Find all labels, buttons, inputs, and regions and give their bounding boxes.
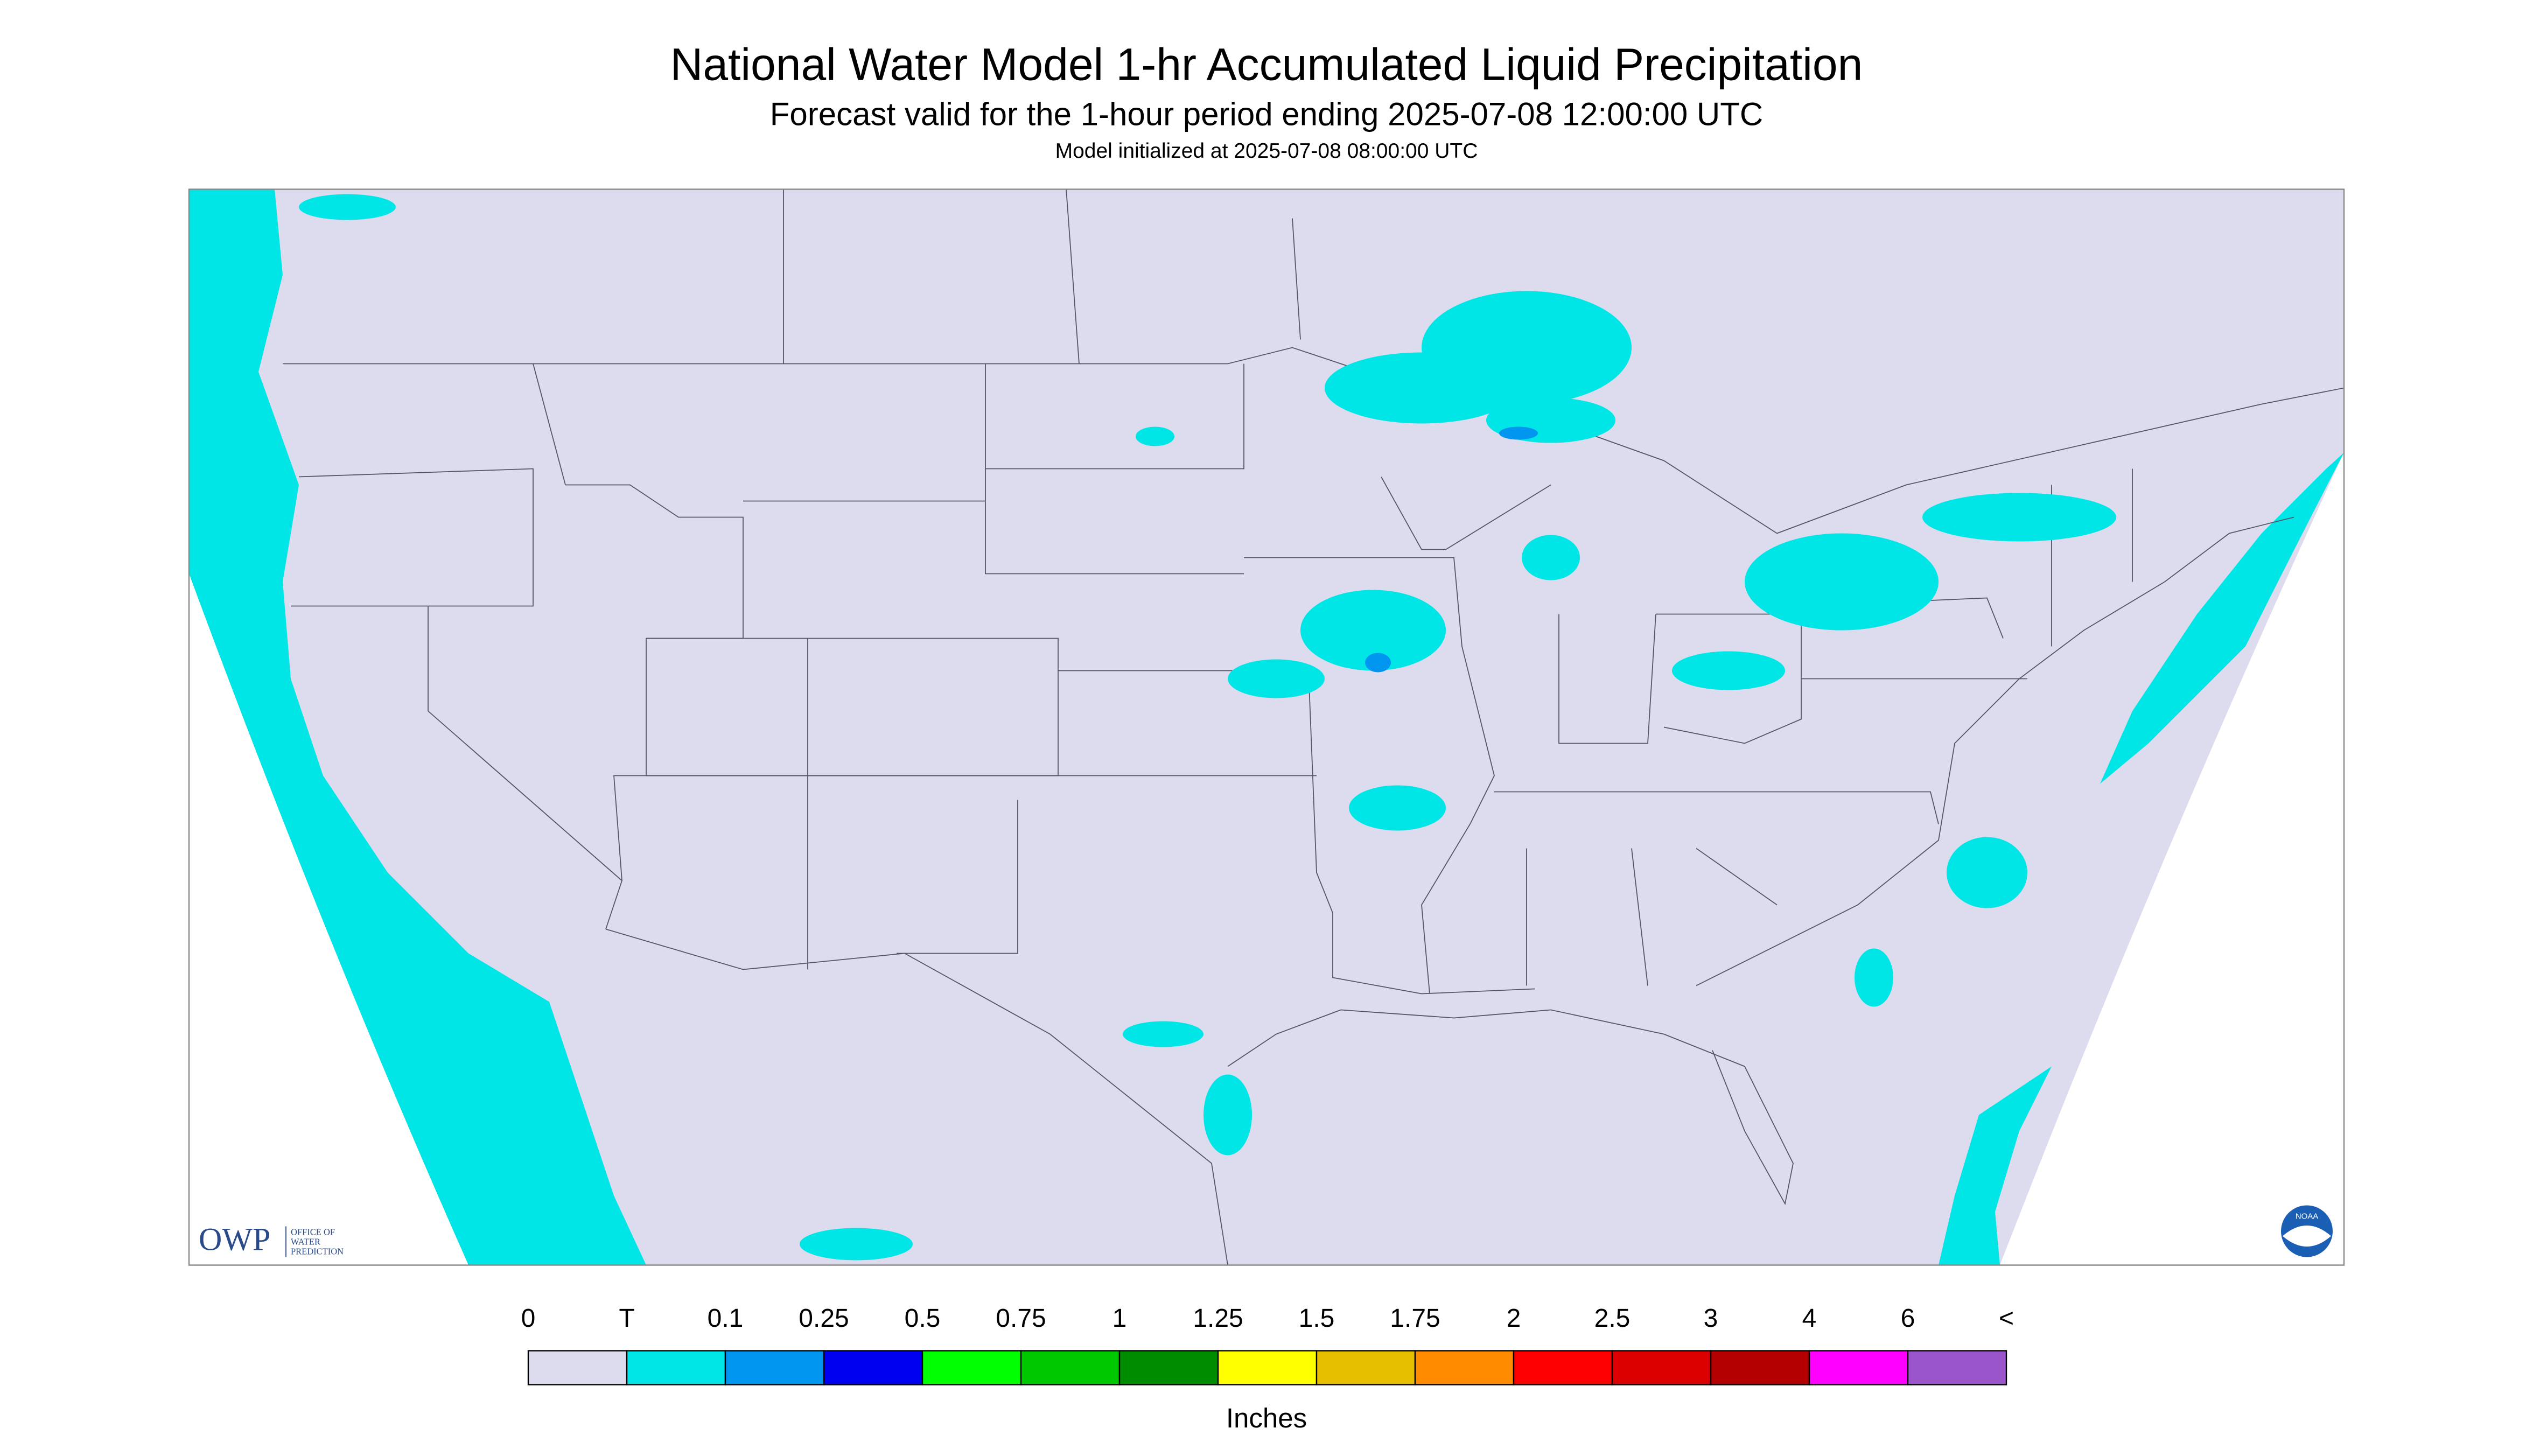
legend-swatch	[724, 1350, 825, 1385]
precip-area	[1522, 535, 1580, 580]
precip-area	[1855, 948, 1893, 1007]
owp-text: WATER	[291, 1236, 320, 1247]
precip-area	[189, 189, 646, 1265]
legend-label: 0.25	[799, 1304, 849, 1333]
boundaries	[283, 189, 2345, 1265]
precip-area	[1922, 493, 2116, 542]
precip-area	[1228, 659, 1325, 698]
legend-swatch	[626, 1350, 726, 1385]
precip-area	[299, 194, 396, 220]
noaa-logo-wave	[2283, 1226, 2331, 1247]
legend-unit: Inches	[1226, 1403, 1307, 1433]
precip-area	[189, 189, 210, 243]
legend-label: 1.75	[1390, 1304, 1440, 1333]
legend-label: 1.25	[1193, 1304, 1243, 1333]
precip-area	[1325, 352, 1519, 424]
legend-label: 3	[1704, 1304, 1718, 1333]
legend-swatch	[1710, 1350, 1810, 1385]
legend-label: 2	[1507, 1304, 1521, 1333]
legend-label: 2.5	[1594, 1304, 1631, 1333]
precip-area	[1123, 1021, 1203, 1047]
legend-swatch	[921, 1350, 1022, 1385]
legend-label: 4	[1802, 1304, 1817, 1333]
precip-area	[1672, 651, 1785, 690]
legend-swatch	[1118, 1350, 1219, 1385]
legend: 0 T 0.1 0.25 0.5 0.75 1 1.25 1.5 1.75 2 2.5 3 4 6 <	[521, 1304, 2014, 1385]
map-frame	[188, 188, 2345, 1266]
legend-swatch	[1217, 1350, 1318, 1385]
legend-label: 0.75	[996, 1304, 1046, 1333]
subtitle: Forecast valid for the 1-hour period end…	[770, 96, 1763, 132]
outside-domain	[189, 573, 468, 1265]
precip-area	[2100, 452, 2344, 784]
legend-label: 0.1	[708, 1304, 744, 1333]
owp-text: OFFICE OF	[291, 1227, 335, 1237]
precip-area	[1203, 1074, 1252, 1156]
init-note: Model initialized at 2025-07-08 08:00:00…	[1055, 139, 1478, 163]
legend-swatch	[1414, 1350, 1515, 1385]
precip-area	[1136, 426, 1174, 446]
legend-label: T	[619, 1304, 634, 1333]
legend-label: 1	[1112, 1304, 1127, 1333]
legend-label: 0.5	[905, 1304, 941, 1333]
legend-label: <	[1999, 1304, 2014, 1333]
map: OWP OFFICE OF WATER PREDICTION NOAA	[188, 188, 2345, 1266]
outside-domain	[2000, 452, 2344, 1265]
legend-swatch	[1513, 1350, 1613, 1385]
owp-text: PREDICTION	[291, 1246, 344, 1256]
legend-label: 1.5	[1299, 1304, 1335, 1333]
precip-area	[1947, 837, 2027, 908]
legend-swatch	[1611, 1350, 1712, 1385]
precip-area	[1365, 653, 1391, 673]
owp-logo: OWP	[199, 1221, 270, 1257]
precip-area	[1300, 590, 1446, 671]
legend-swatch	[823, 1350, 923, 1385]
legend-swatch	[527, 1350, 628, 1385]
precipitation	[299, 194, 2116, 1261]
legend-swatch	[1316, 1350, 1416, 1385]
legend-label: 0	[521, 1304, 536, 1333]
noaa-text: NOAA	[2296, 1212, 2319, 1221]
precip-area	[800, 1228, 913, 1261]
legend-label: 6	[1901, 1304, 1915, 1333]
precip-area	[1499, 426, 1538, 440]
precip-area	[1939, 1066, 2052, 1265]
legend-swatch	[1020, 1350, 1121, 1385]
legend-swatch	[1907, 1350, 2007, 1385]
precip-area	[1349, 785, 1446, 831]
precip-area	[1745, 533, 1939, 631]
legend-swatch	[1808, 1350, 1909, 1385]
title: National Water Model 1-hr Accumulated Li…	[670, 39, 1863, 90]
